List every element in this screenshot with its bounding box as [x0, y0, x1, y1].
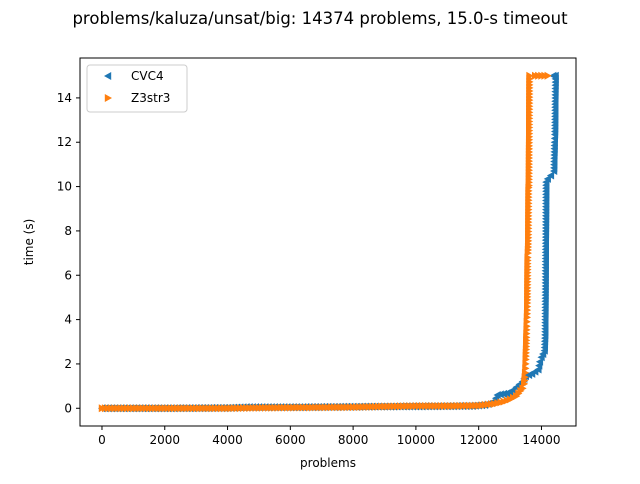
x-tick-label: 2000: [149, 433, 180, 447]
x-tick-label: 12000: [460, 433, 498, 447]
data-point: [543, 174, 551, 183]
data-point: [544, 71, 552, 80]
data-point: [496, 390, 504, 399]
y-tick-label: 0: [64, 401, 72, 415]
legend: CVC4 Z3str3: [86, 64, 188, 113]
legend-label-cvc4: CVC4: [131, 69, 164, 83]
y-tick-label: 2: [64, 357, 72, 371]
x-tick-label: 10000: [397, 433, 435, 447]
x-tick-label: 8000: [338, 433, 369, 447]
legend-marker-shape: [104, 72, 112, 80]
x-tick-label: 6000: [275, 433, 306, 447]
legend-frame: [86, 64, 188, 113]
legend-label-z3str3: Z3str3: [131, 91, 170, 105]
data-point: [499, 389, 507, 398]
plot-frame: [79, 57, 577, 427]
series-z3str3: [98, 71, 552, 413]
y-tick-label: 12: [57, 135, 72, 149]
x-tick-label: 4000: [212, 433, 243, 447]
x-axis: 0 2000 4000 6000 8000 10000 12000 14000: [98, 426, 561, 447]
y-axis-label: time (s): [22, 219, 36, 266]
legend-marker-cvc4: [104, 72, 112, 80]
legend-marker-z3str3: [104, 94, 112, 102]
data-point: [493, 390, 501, 399]
x-tick-label: 0: [98, 433, 106, 447]
y-axis: 0 2 4 6 8 10 12 14: [57, 91, 80, 415]
y-tick-label: 4: [64, 313, 72, 327]
data-point: [535, 357, 544, 366]
x-tick-label: 14000: [522, 433, 560, 447]
y-tick-label: 14: [57, 91, 72, 105]
data-point: [549, 71, 557, 80]
y-tick-label: 6: [64, 268, 72, 282]
plot-marks: [97, 71, 559, 413]
data-point: [502, 389, 511, 398]
data-point: [526, 71, 534, 80]
y-tick-label: 10: [57, 180, 72, 194]
chart-title: problems/kaluza/unsat/big: 14374 problem…: [72, 9, 568, 28]
x-axis-label: problems: [300, 456, 356, 470]
legend-marker-shape: [104, 94, 112, 102]
data-point: [546, 171, 555, 180]
y-tick-label: 8: [64, 224, 72, 238]
